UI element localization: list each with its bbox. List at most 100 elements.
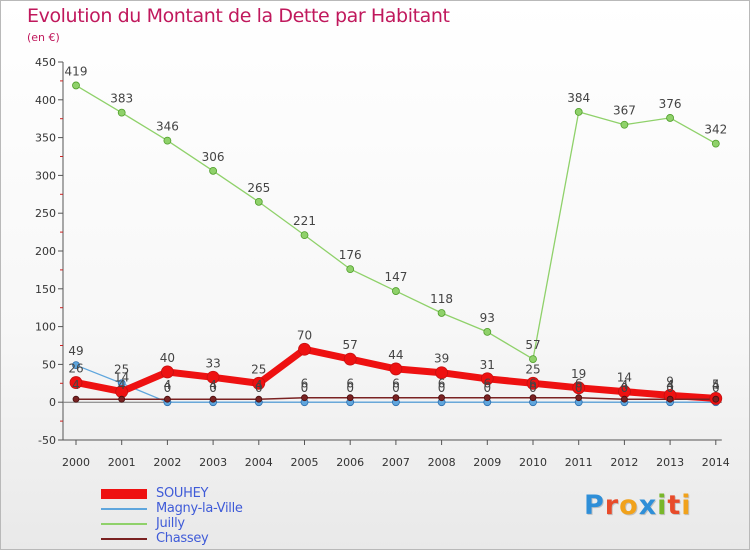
data-label-magny-la-ville: 0 [575,381,583,395]
logo-letter: o [619,490,639,521]
data-label-souhey: 31 [480,358,495,372]
data-label-souhey: 44 [388,348,403,362]
data-label-juilly: 419 [65,64,88,78]
legend-item-juilly: Juilly [101,516,243,531]
x-tick-label: 2014 [702,456,730,469]
data-label-chassey: 6 [483,377,491,391]
data-label-magny-la-ville: 0 [483,381,491,395]
data-label-souhey: 14 [617,371,632,385]
data-point-chassey [712,395,720,403]
y-tick-label: 0 [49,396,56,409]
y-tick-label: 100 [35,321,56,334]
data-label-souhey: 40 [160,351,175,365]
legend-label: Juilly [156,516,185,531]
data-label-magny-la-ville: 0 [621,381,629,395]
data-label-souhey: 39 [434,352,449,366]
data-label-chassey: 6 [392,377,400,391]
legend-item-magny-la-ville: Magny-la-Ville [101,501,243,516]
data-label-magny-la-ville: 0 [529,381,537,395]
proxiti-logo: Proxiti [584,490,692,521]
data-label-souhey: 33 [205,356,220,370]
data-label-magny-la-ville: 0 [255,381,263,395]
data-label-juilly: 265 [247,181,270,195]
y-tick-label: 200 [35,245,56,258]
legend-label: SOUHEY [156,486,209,501]
data-point-chassey [255,395,263,403]
legend-item-chassey: Chassey [101,531,243,546]
data-point-chassey [666,395,674,403]
data-label-souhey: 14 [114,371,129,385]
data-point-juilly [391,287,400,295]
data-point-chassey [483,394,491,402]
data-label-juilly: 342 [704,123,727,137]
data-point-souhey [343,352,357,366]
logo-letter: i [657,490,668,521]
data-point-souhey [435,366,449,380]
data-label-chassey: 4 [164,378,172,392]
x-tick-label: 2004 [245,456,273,469]
data-label-souhey: 9 [666,374,674,388]
x-tick-label: 2012 [610,456,638,469]
logo-letter: t [667,490,682,521]
data-label-chassey: 6 [438,377,446,391]
x-tick-label: 2007 [382,456,410,469]
data-point-chassey [118,395,126,403]
data-label-juilly: 367 [613,104,636,118]
logo-letter: r [604,490,620,521]
x-tick-label: 2002 [153,456,181,469]
series-points [69,81,723,407]
y-tick-label: 150 [35,283,56,296]
y-tick-label: 350 [35,132,56,145]
logo-letter: i [681,490,692,521]
x-tick-label: 2001 [108,456,136,469]
data-label-juilly: 376 [659,97,682,111]
data-label-magny-la-ville: 0 [712,381,720,395]
chart-title: Evolution du Montant de la Dette par Hab… [27,5,450,27]
data-label-chassey: 4 [712,378,720,392]
data-point-souhey [160,365,174,379]
data-point-chassey [209,395,217,403]
data-label-chassey: 6 [301,377,309,391]
x-tick-label: 2006 [336,456,364,469]
data-point-souhey [252,376,266,390]
data-label-magny-la-ville: 0 [346,381,354,395]
data-point-chassey [575,394,583,402]
data-label-magny-la-ville: 0 [438,381,446,395]
legend-item-souhey: SOUHEY [101,486,243,501]
data-point-souhey [298,342,311,356]
data-point-juilly [346,265,355,274]
data-label-souhey: 25 [251,362,266,376]
data-label-juilly: 118 [430,292,453,306]
data-point-juilly [574,107,583,116]
data-point-magny-la-ville [72,361,80,370]
data-point-juilly [163,136,172,145]
data-point-souhey [526,376,540,390]
data-point-juilly [711,139,720,148]
x-tick-label: 2008 [428,456,456,469]
x-tick-label: 2009 [473,456,501,469]
data-point-chassey [346,394,354,402]
data-point-chassey [621,395,628,403]
x-tick-label: 2003 [199,456,227,469]
data-label-juilly: 383 [110,92,133,106]
data-label-chassey: 6 [529,377,537,391]
legend-swatch [101,537,147,540]
data-label-souhey: 25 [525,362,540,376]
data-point-souhey [572,381,586,395]
x-tick-label: 2000 [62,456,90,469]
y-tick-label: 450 [35,56,56,69]
data-label-magny-la-ville: 0 [392,381,400,395]
data-point-juilly [209,166,218,175]
x-tick-label: 2010 [519,456,547,469]
data-label-magny-la-ville: 0 [666,381,674,395]
data-point-chassey [163,395,171,403]
y-tick-label: 50 [42,358,56,371]
data-point-juilly [254,197,263,206]
data-label-juilly: 147 [384,270,407,284]
data-point-souhey [206,370,220,384]
data-label-chassey: 4 [118,378,126,392]
data-label-juilly: 93 [480,311,495,325]
legend-swatch [101,522,147,525]
